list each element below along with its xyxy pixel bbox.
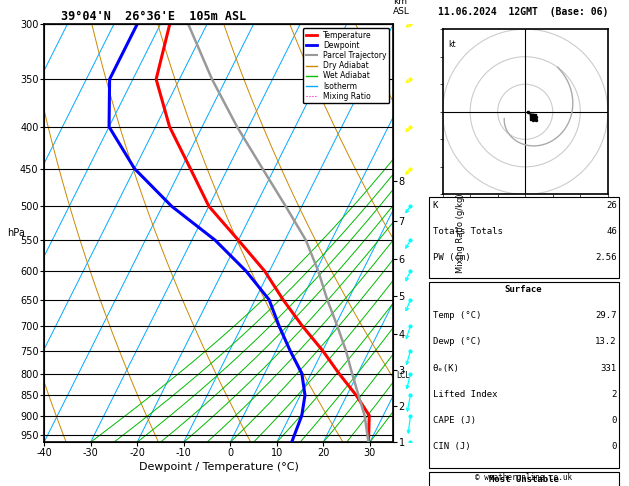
Text: 0: 0 xyxy=(611,416,617,425)
Text: km
ASL: km ASL xyxy=(393,0,410,16)
Text: 46: 46 xyxy=(606,227,617,236)
Text: 0: 0 xyxy=(611,442,617,451)
X-axis label: Dewpoint / Temperature (°C): Dewpoint / Temperature (°C) xyxy=(138,462,299,472)
Text: Totals Totals: Totals Totals xyxy=(433,227,503,236)
Text: 29.7: 29.7 xyxy=(595,311,617,320)
Text: K: K xyxy=(433,201,438,210)
Text: Most Unstable: Most Unstable xyxy=(489,475,559,484)
Bar xyxy=(428,197,619,278)
Text: CAPE (J): CAPE (J) xyxy=(433,416,476,425)
Text: Lifted Index: Lifted Index xyxy=(433,390,497,399)
Text: PW (cm): PW (cm) xyxy=(433,253,470,262)
Text: LCL: LCL xyxy=(397,371,410,381)
Legend: Temperature, Dewpoint, Parcel Trajectory, Dry Adiabat, Wet Adiabat, Isotherm, Mi: Temperature, Dewpoint, Parcel Trajectory… xyxy=(303,28,389,104)
Text: 331: 331 xyxy=(601,364,617,373)
Text: Mixing Ratio (g/kg): Mixing Ratio (g/kg) xyxy=(456,193,465,273)
Text: 13.2: 13.2 xyxy=(595,337,617,347)
Text: Dewp (°C): Dewp (°C) xyxy=(433,337,481,347)
Text: © weatheronline.co.uk: © weatheronline.co.uk xyxy=(475,473,572,482)
Text: θₑ(K): θₑ(K) xyxy=(433,364,459,373)
Bar xyxy=(428,282,619,468)
Text: hPa: hPa xyxy=(7,228,25,238)
Text: kt: kt xyxy=(448,40,456,49)
Text: 11.06.2024  12GMT  (Base: 06): 11.06.2024 12GMT (Base: 06) xyxy=(438,7,609,17)
Text: 2.56: 2.56 xyxy=(595,253,617,262)
Text: 39°04'N  26°36'E  105m ASL: 39°04'N 26°36'E 105m ASL xyxy=(62,10,247,23)
Bar xyxy=(428,472,619,486)
Text: Surface: Surface xyxy=(505,285,542,294)
Text: Temp (°C): Temp (°C) xyxy=(433,311,481,320)
Text: 26: 26 xyxy=(606,201,617,210)
Text: CIN (J): CIN (J) xyxy=(433,442,470,451)
Text: 2: 2 xyxy=(611,390,617,399)
